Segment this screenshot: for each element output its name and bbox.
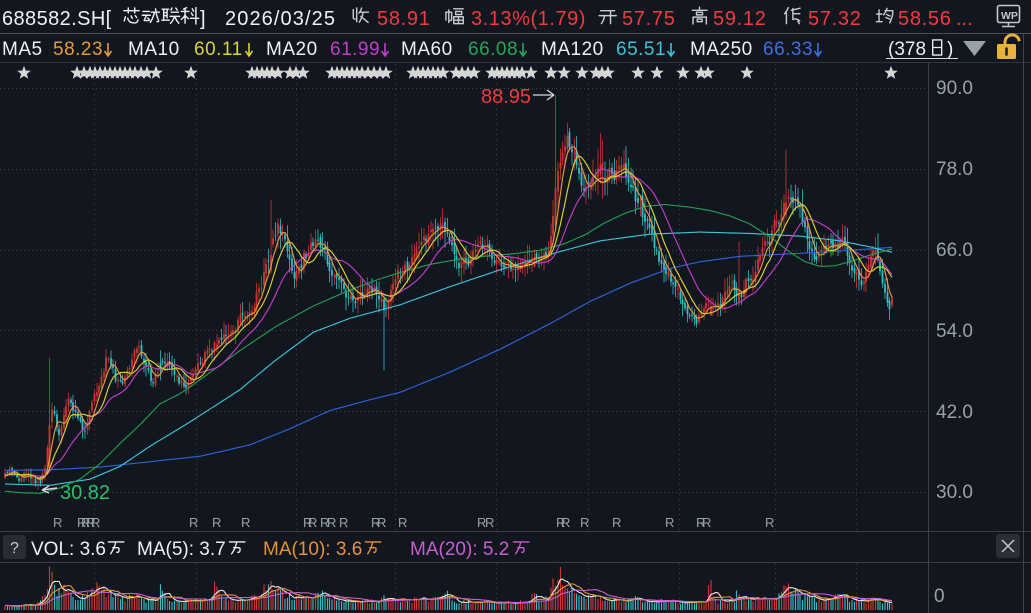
svg-text:66.33: 66.33 (763, 39, 813, 60)
svg-text:R: R (561, 515, 570, 530)
svg-text:R: R (485, 515, 494, 530)
svg-text:R: R (339, 515, 348, 530)
svg-text:58.91: 58.91 (377, 8, 431, 30)
svg-text:VOL: 3.6: VOL: 3.6 (31, 539, 106, 560)
svg-text:88.95: 88.95 (481, 86, 531, 108)
svg-text:30.0: 30.0 (936, 482, 973, 503)
svg-text:90.0: 90.0 (936, 78, 973, 99)
svg-text:R: R (398, 515, 407, 530)
svg-text:R: R (308, 515, 317, 530)
svg-text:R: R (665, 515, 674, 530)
svg-text:R: R (189, 515, 198, 530)
svg-text:65.51: 65.51 (616, 39, 666, 60)
svg-text:58.23: 58.23 (53, 39, 103, 60)
svg-text:3.13%(1.79): 3.13%(1.79) (471, 8, 586, 30)
svg-text:WP: WP (1001, 10, 1018, 22)
svg-text:]: ] (200, 8, 206, 30)
svg-text:(378: (378 (888, 39, 926, 60)
svg-text:R: R (86, 515, 95, 530)
svg-text:MA250: MA250 (690, 39, 753, 60)
svg-text:R: R (371, 515, 380, 530)
svg-text:42.0: 42.0 (936, 402, 973, 423)
svg-text:R: R (241, 515, 250, 530)
svg-text:R: R (53, 515, 62, 530)
svg-text:59.12: 59.12 (713, 8, 767, 30)
svg-text:R: R (320, 515, 329, 530)
svg-text:R: R (81, 515, 90, 530)
svg-text:MA(10): 3.6: MA(10): 3.6 (263, 539, 362, 560)
svg-text:78.0: 78.0 (936, 159, 973, 180)
svg-text:): ) (947, 39, 953, 60)
svg-text:0: 0 (934, 586, 945, 607)
svg-text:MA10: MA10 (128, 39, 180, 60)
svg-text:R: R (556, 515, 565, 530)
svg-text:R: R (702, 515, 711, 530)
svg-text:R: R (477, 515, 486, 530)
svg-text:57.75: 57.75 (622, 8, 676, 30)
svg-text:R: R (765, 515, 774, 530)
svg-text:54.0: 54.0 (936, 321, 973, 342)
svg-text:R: R (580, 515, 589, 530)
svg-text:?: ? (10, 540, 19, 557)
svg-text:R: R (612, 515, 621, 530)
svg-text:58.56: 58.56 (898, 8, 952, 30)
svg-text:MA5: MA5 (2, 39, 43, 60)
svg-text:61.99: 61.99 (330, 39, 380, 60)
svg-text:66.0: 66.0 (936, 240, 973, 261)
svg-text:R: R (303, 515, 312, 530)
svg-text:MA(5): 3.7: MA(5): 3.7 (137, 539, 226, 560)
svg-text:MA20: MA20 (266, 39, 318, 60)
svg-text:688582.SH[: 688582.SH[ (2, 8, 112, 30)
svg-text:30.82: 30.82 (60, 482, 110, 504)
svg-text:57.32: 57.32 (808, 8, 862, 30)
svg-text:R: R (212, 515, 221, 530)
svg-text:66.08: 66.08 (468, 39, 518, 60)
svg-text:R: R (77, 515, 86, 530)
svg-text:60.11: 60.11 (194, 39, 243, 60)
svg-text:...: ... (956, 8, 973, 30)
svg-text:MA120: MA120 (541, 39, 604, 60)
svg-text:R: R (91, 515, 100, 530)
svg-text:MA60: MA60 (401, 39, 453, 60)
svg-text:R: R (327, 515, 336, 530)
svg-text:MA(20): 5.2: MA(20): 5.2 (410, 539, 509, 560)
svg-text:R: R (696, 515, 705, 530)
svg-text:2026/03/25: 2026/03/25 (225, 8, 336, 30)
svg-text:R: R (377, 515, 386, 530)
